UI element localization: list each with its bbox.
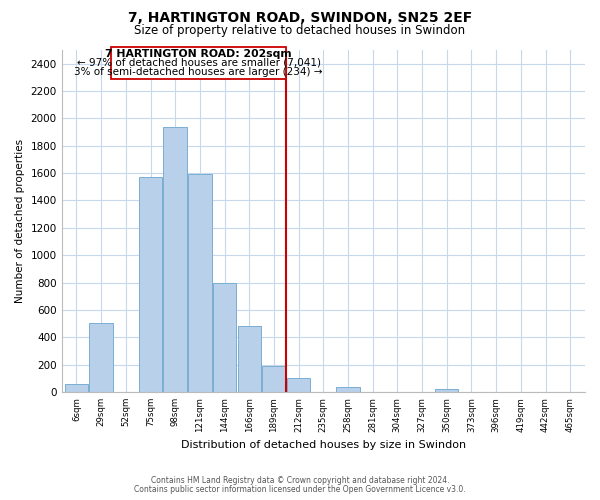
Bar bbox=[188, 174, 212, 392]
Text: Contains public sector information licensed under the Open Government Licence v3: Contains public sector information licen… bbox=[134, 485, 466, 494]
Text: 3% of semi-detached houses are larger (234) →: 3% of semi-detached houses are larger (2… bbox=[74, 68, 323, 78]
Bar bbox=[139, 176, 162, 392]
FancyBboxPatch shape bbox=[111, 48, 286, 78]
Bar bbox=[163, 126, 187, 392]
Bar bbox=[213, 282, 236, 392]
Text: ← 97% of detached houses are smaller (7,041): ← 97% of detached houses are smaller (7,… bbox=[77, 58, 320, 68]
Text: 7, HARTINGTON ROAD, SWINDON, SN25 2EF: 7, HARTINGTON ROAD, SWINDON, SN25 2EF bbox=[128, 11, 472, 25]
Bar bbox=[435, 389, 458, 392]
Bar bbox=[336, 387, 360, 392]
X-axis label: Distribution of detached houses by size in Swindon: Distribution of detached houses by size … bbox=[181, 440, 466, 450]
Bar bbox=[65, 384, 88, 392]
Text: Contains HM Land Registry data © Crown copyright and database right 2024.: Contains HM Land Registry data © Crown c… bbox=[151, 476, 449, 485]
Bar bbox=[238, 326, 261, 392]
Bar bbox=[262, 366, 286, 392]
Bar bbox=[89, 323, 113, 392]
Bar bbox=[287, 378, 310, 392]
Text: Size of property relative to detached houses in Swindon: Size of property relative to detached ho… bbox=[134, 24, 466, 37]
Text: 7 HARTINGTON ROAD: 202sqm: 7 HARTINGTON ROAD: 202sqm bbox=[106, 48, 292, 58]
Y-axis label: Number of detached properties: Number of detached properties bbox=[15, 139, 25, 303]
